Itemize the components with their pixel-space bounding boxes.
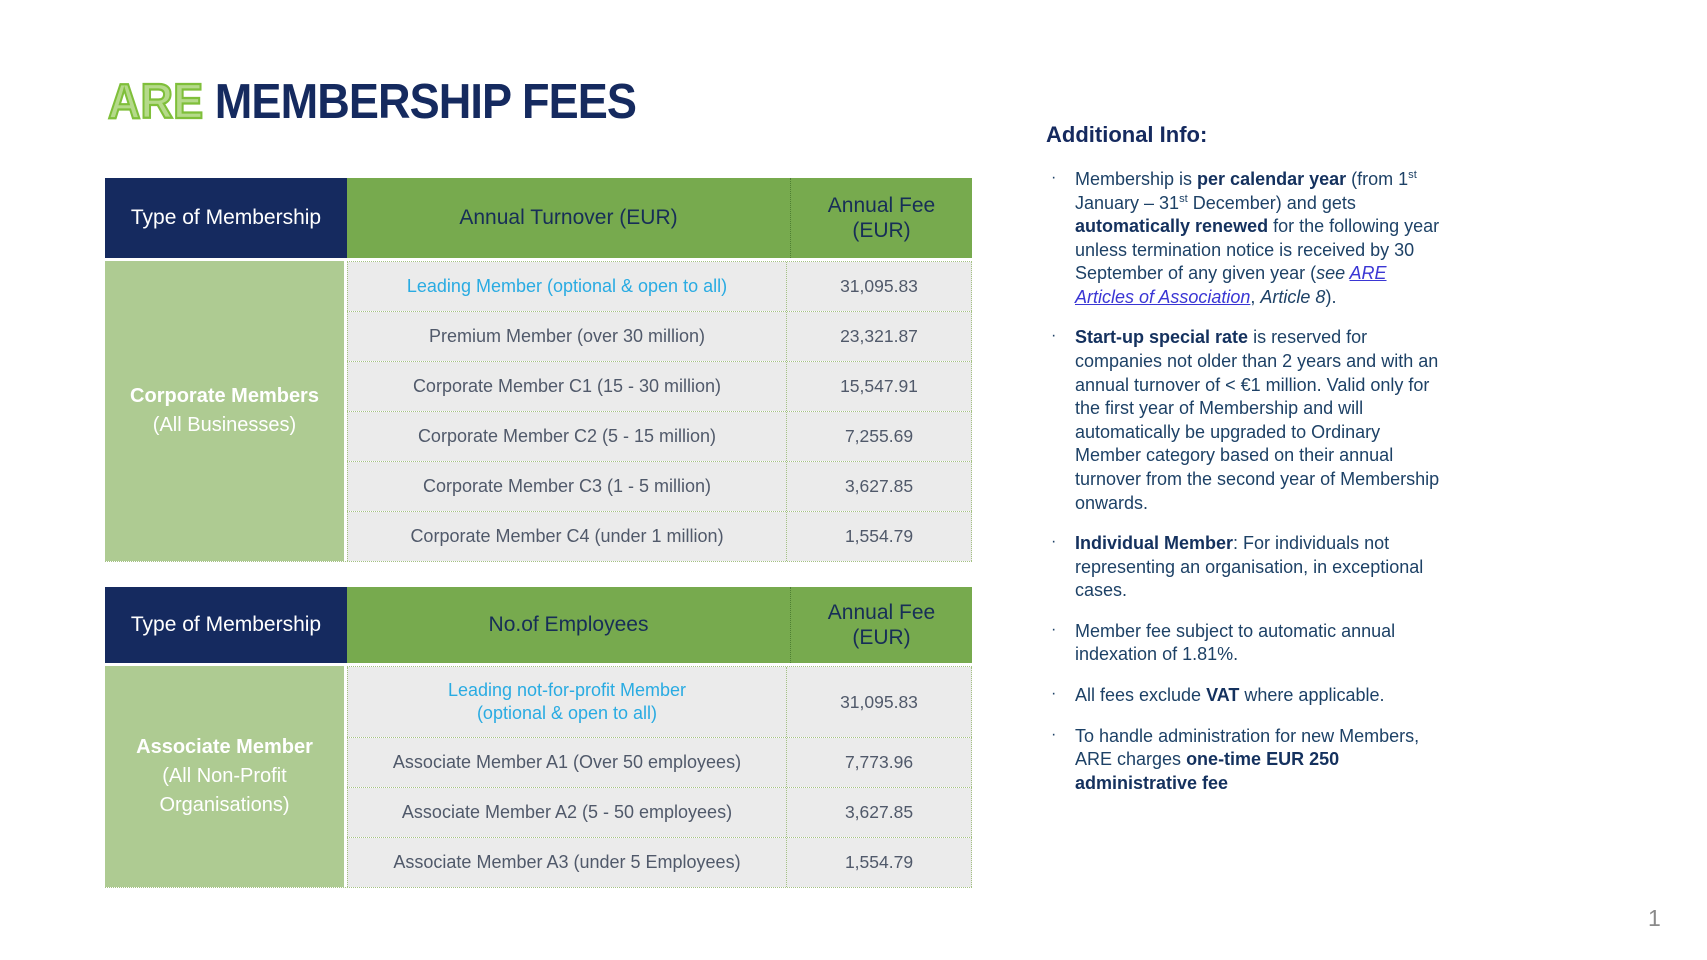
column-header: Annual Turnover (EUR) <box>347 178 790 258</box>
text-segment: Membership is <box>1075 169 1198 189</box>
text-segment: To handle administration for new Members… <box>1075 725 1420 770</box>
table-header-row: Type of Membership Annual Turnover (EUR) A… <box>105 178 972 258</box>
column-header: Annual Fee (EUR) <box>790 178 972 258</box>
membership-type-label: Corporate Member C1 (15 - 30 million) <box>347 362 787 411</box>
info-bullet: · Member fee subject to automatic annual … <box>1046 620 1446 667</box>
membership-type-label: Corporate Member C4 (under 1 million) <box>347 512 787 561</box>
text-segment: st <box>1408 169 1417 181</box>
additional-info-heading: Additional Info: <box>1046 122 1208 147</box>
rows-column: Leading not-for-profit Member (optional … <box>347 666 972 887</box>
membership-row: Associate Member A2 (5 - 50 employees) 3,… <box>347 788 972 838</box>
membership-type-label: Corporate Member C2 (5 - 15 million) <box>347 412 787 461</box>
annual-fee-value: 1,554.79 <box>787 512 972 561</box>
text-segment: Article 8 <box>1260 286 1326 307</box>
group-cell: Corporate Members (All Businesses) <box>105 261 344 561</box>
rows-column: Leading Member (optional & open to all) 3… <box>347 261 972 561</box>
membership-type-label: Associate Member A3 (under 5 Employees) <box>347 838 787 887</box>
membership-type-label: Leading not-for-profit Member (optional … <box>347 667 787 737</box>
column-header: Type of Membership <box>105 178 347 258</box>
bullet-marker: · <box>1051 725 1057 743</box>
text-segment: : For individuals not representing an or… <box>1075 533 1424 601</box>
membership-type-label: Associate Member A1 (Over 50 employees) <box>347 738 787 787</box>
text-segment: where applicable. <box>1239 684 1385 705</box>
membership-row: Corporate Member C2 (5 - 15 million) 7,25… <box>347 412 972 462</box>
additional-info-panel: Additional Info: · Membership is per cale… <box>1046 122 1446 812</box>
membership-row: Corporate Member C3 (1 - 5 million) 3,627… <box>347 462 972 512</box>
table-body: Corporate Members (All Businesses) Leadi… <box>105 261 972 562</box>
membership-row: Leading Member (optional & open to all) 3… <box>347 262 972 312</box>
bullet-text: Start-up special rate is reserved for co… <box>1075 326 1446 515</box>
column-header: No.of Employees <box>347 587 790 663</box>
info-bullet: · All fees exclude VAT where applicable. <box>1046 684 1446 708</box>
text-segment: VAT <box>1206 684 1240 705</box>
text-segment: per calendar year <box>1197 169 1347 189</box>
text-segment: January – 31 <box>1075 192 1180 213</box>
text-segment: ). <box>1325 286 1337 307</box>
group-label-bold: Corporate Members <box>130 385 319 407</box>
membership-type-label: Associate Member A2 (5 - 50 employees) <box>347 788 787 837</box>
text-segment: automatically renewed <box>1075 216 1269 237</box>
text-segment: December) and gets <box>1187 192 1356 213</box>
annual-fee-value: 23,321.87 <box>787 312 972 361</box>
bullet-text: All fees exclude VAT where applicable. <box>1075 684 1446 708</box>
membership-row: Corporate Member C1 (15 - 30 million) 15,… <box>347 362 972 412</box>
text-segment: Member fee subject to automatic annual i… <box>1075 620 1396 665</box>
bullet-marker: · <box>1051 327 1057 345</box>
annual-fee-value: 3,627.85 <box>787 462 972 511</box>
text-segment: Individual Member <box>1075 533 1234 554</box>
info-bullet: · To handle administration for new Member… <box>1046 725 1446 796</box>
annual-fee-value: 1,554.79 <box>787 838 972 887</box>
table-header-row: Type of Membership No.of Employees Annual … <box>105 587 972 663</box>
text-segment: (from 1 <box>1346 169 1409 189</box>
membership-type-label: Leading Member (optional & open to all) <box>347 262 787 311</box>
column-header: Annual Fee (EUR) <box>790 587 972 663</box>
bullet-marker: · <box>1051 684 1057 702</box>
text-segment: see <box>1316 263 1350 284</box>
membership-type-label: Premium Member (over 30 million) <box>347 312 787 361</box>
text-segment: one-time EUR 250 administrative fee <box>1075 749 1340 793</box>
page-title: ARE MEMBERSHIP FEES <box>107 74 637 130</box>
bullet-text: Individual Member: For individuals not r… <box>1075 532 1446 603</box>
annual-fee-value: 31,095.83 <box>787 667 972 737</box>
info-bullet: · Individual Member: For individuals not … <box>1046 532 1446 603</box>
bullet-text: To handle administration for new Members… <box>1075 725 1446 796</box>
corporate-members-table: Type of Membership Annual Turnover (EUR) A… <box>105 178 972 562</box>
table-body: Associate Member (All Non-Profit Organis… <box>105 666 972 888</box>
bullet-text: Membership is per calendar year (from 1s… <box>1075 168 1446 309</box>
annual-fee-value: 31,095.83 <box>787 262 972 311</box>
annual-fee-value: 7,773.96 <box>787 738 972 787</box>
text-segment: , <box>1250 286 1261 307</box>
info-bullet: · Start-up special rate is reserved for c… <box>1046 326 1446 515</box>
group-label-bold: Associate Member <box>136 736 313 758</box>
bullet-marker: · <box>1051 169 1057 186</box>
text-segment: st <box>1179 192 1188 205</box>
group-cell: Associate Member (All Non-Profit Organis… <box>105 666 344 887</box>
membership-row: Associate Member A3 (under 5 Employees) 1… <box>347 838 972 887</box>
text-segment: All fees exclude <box>1075 684 1207 705</box>
annual-fee-value: 7,255.69 <box>787 412 972 461</box>
membership-type-label: Corporate Member C3 (1 - 5 million) <box>347 462 787 511</box>
column-header: Type of Membership <box>105 587 347 663</box>
title-rest: MEMBERSHIP FEES <box>203 75 637 129</box>
bullet-marker: · <box>1051 533 1057 551</box>
info-bullet: · Membership is per calendar year (from 1… <box>1046 168 1446 309</box>
bullet-text: Member fee subject to automatic annual i… <box>1075 620 1446 667</box>
text-segment: is reserved for companies not older than… <box>1075 327 1440 513</box>
title-highlight: ARE <box>107 74 204 130</box>
membership-row: Leading not-for-profit Member (optional … <box>347 667 972 738</box>
associate-members-table: Type of Membership No.of Employees Annual … <box>105 587 972 888</box>
membership-row: Associate Member A1 (Over 50 employees) 7… <box>347 738 972 788</box>
info-bullets: · Membership is per calendar year (from 1… <box>1046 168 1446 795</box>
membership-row: Premium Member (over 30 million) 23,321.8… <box>347 312 972 362</box>
text-segment: for the following year unless terminatio… <box>1075 216 1440 284</box>
text-segment: Start-up special rate <box>1075 327 1249 348</box>
membership-row: Corporate Member C4 (under 1 million) 1,5… <box>347 512 972 561</box>
bullet-marker: · <box>1051 620 1057 638</box>
articles-of-association-link[interactable]: ARE Articles of Association <box>1075 263 1387 307</box>
annual-fee-value: 3,627.85 <box>787 788 972 837</box>
page-number: 1 <box>1648 905 1661 931</box>
annual-fee-value: 15,547.91 <box>787 362 972 411</box>
